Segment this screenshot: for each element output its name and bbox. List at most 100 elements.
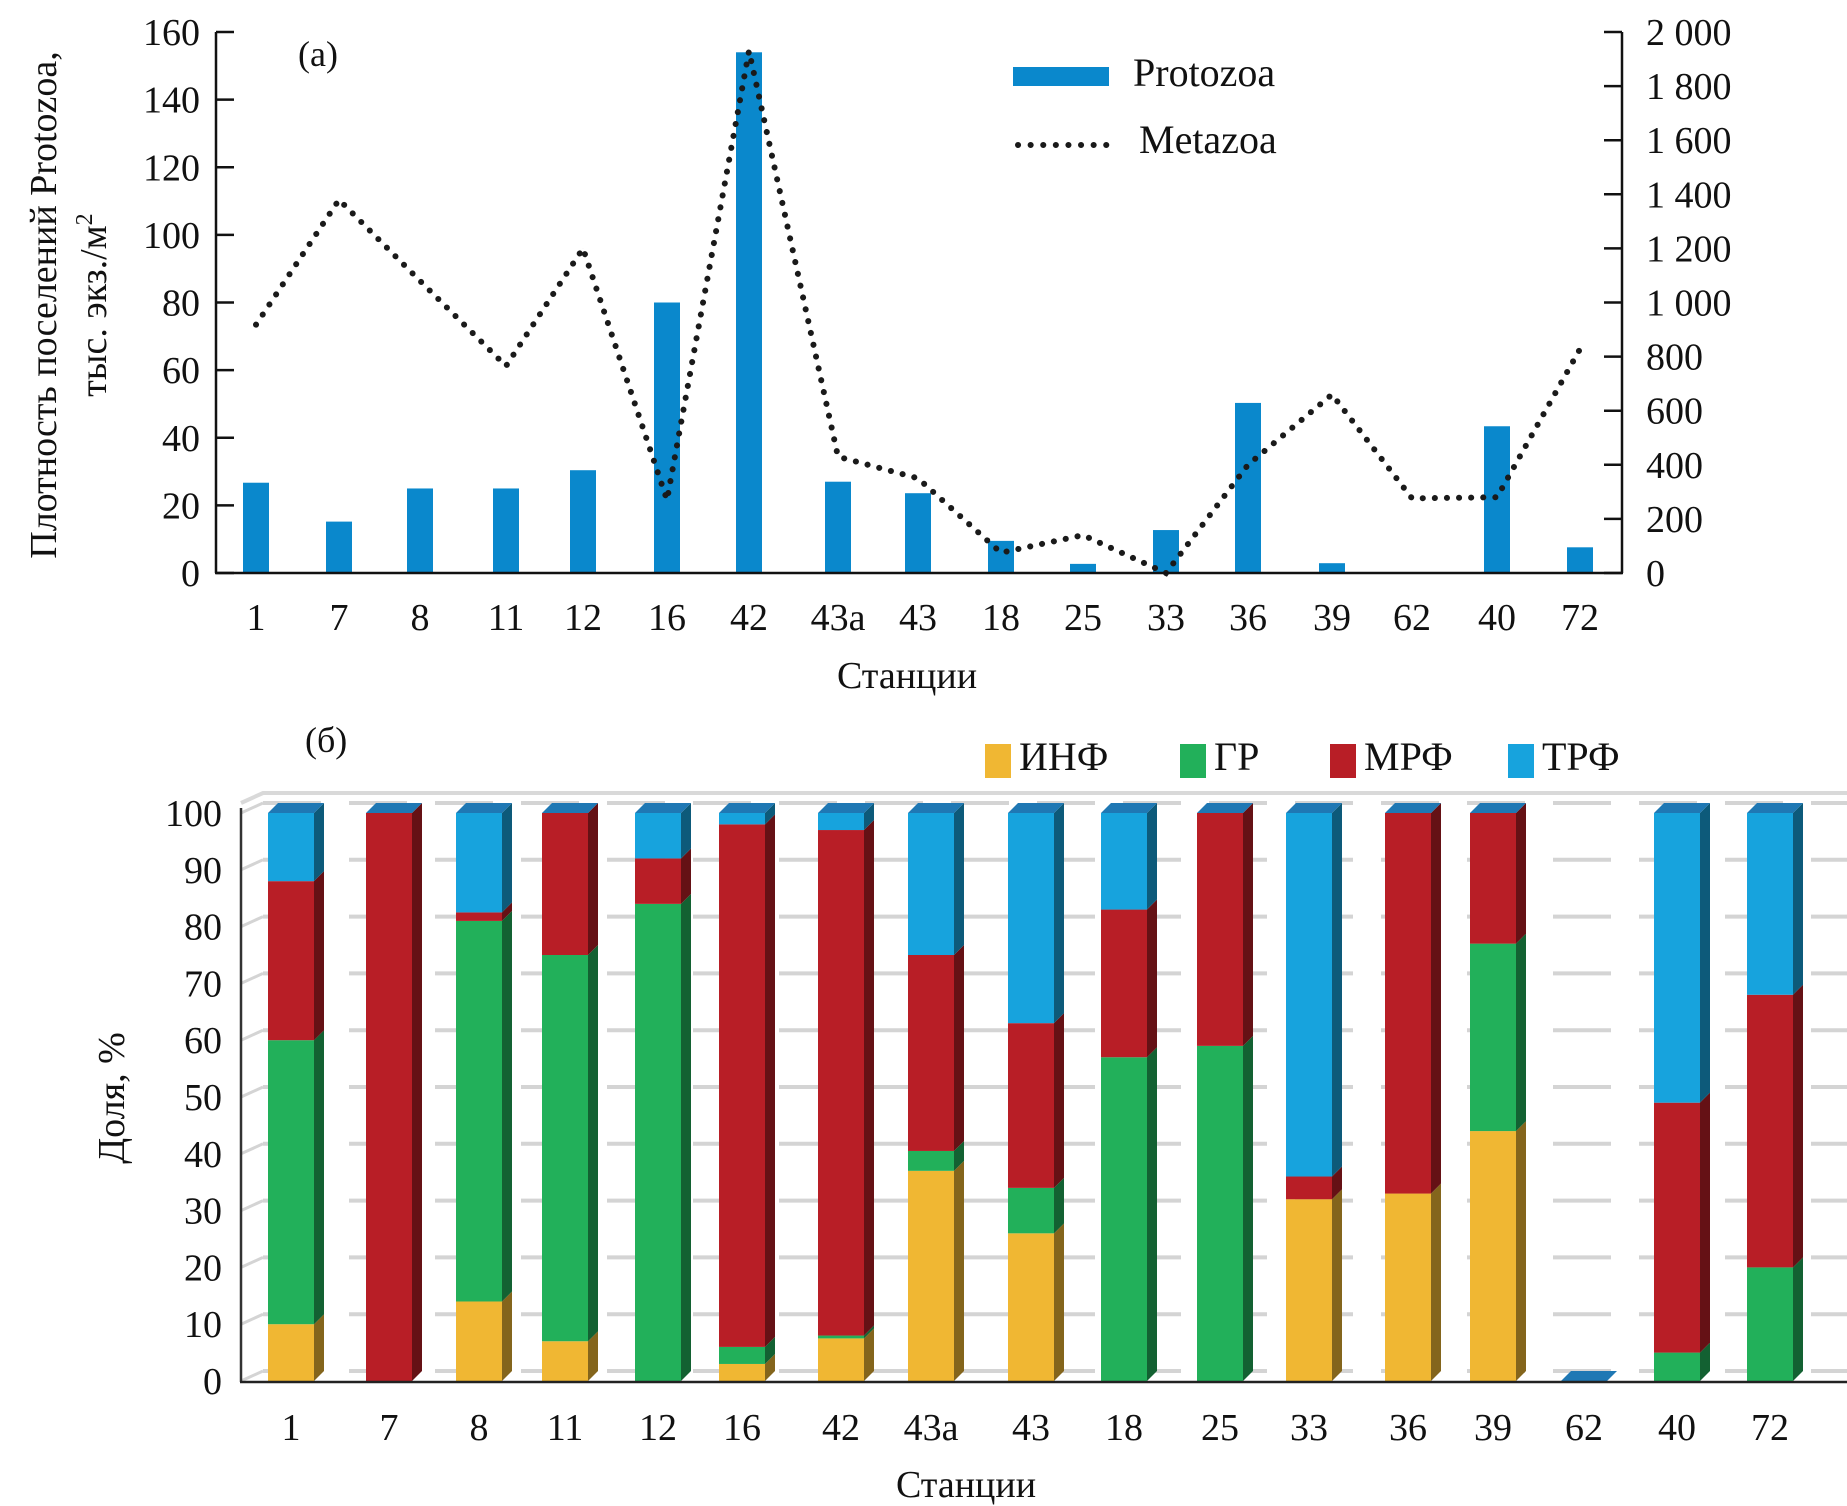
segment-инф <box>542 1341 588 1381</box>
metazoa-polyline <box>253 50 1583 577</box>
segment-мрф <box>1747 994 1793 1268</box>
segment-трф <box>908 813 954 955</box>
stacked-bar-station-25 <box>1197 803 1253 1381</box>
segment-side-трф <box>864 803 874 831</box>
segment-side-мрф <box>412 803 422 1381</box>
segment-мрф <box>1385 813 1431 1194</box>
segment-side-трф <box>681 803 691 859</box>
x-tick-label-b-station-16: 16 <box>723 1407 761 1449</box>
stacked-bar-station-18 <box>1101 803 1157 1381</box>
x-tick-label-b-station-8: 8 <box>470 1407 489 1449</box>
x-tick-label-station-40: 40 <box>1478 597 1516 639</box>
x-tick-label-b-station-43: 43 <box>1012 1407 1050 1449</box>
bar-top-cap <box>908 803 964 813</box>
segment-side-мрф <box>1054 1013 1064 1188</box>
segment-инф <box>818 1338 864 1381</box>
protozoa-bar-station-36 <box>1235 402 1261 573</box>
panel-b-share-chart: (б) 0 10 20 30 40 50 60 70 80 90 100 1 7 8 11 12 16 42 43… <box>91 720 1847 1506</box>
segment-side-трф <box>1332 803 1342 1177</box>
segment-side-инф <box>765 1353 775 1381</box>
x-tick-label-b-station-12: 12 <box>639 1407 677 1449</box>
segment-мрф <box>1470 813 1516 944</box>
y2-tick-label: 200 <box>1646 499 1703 541</box>
bar-top-cap <box>1197 803 1253 813</box>
segment-инф <box>1385 1193 1431 1381</box>
segment-мрф <box>1101 909 1147 1058</box>
stacked-bar-station-1 <box>268 803 324 1381</box>
segment-гр <box>719 1346 765 1364</box>
segment-side-трф <box>502 803 512 913</box>
x-tick-label-b-station-36: 36 <box>1389 1407 1427 1449</box>
x-tick-label-b-station-18: 18 <box>1105 1407 1143 1449</box>
y-tick-label-b: 40 <box>184 1134 222 1176</box>
segment-side-гр <box>502 910 512 1302</box>
gridline-diagonal <box>240 1312 264 1326</box>
stacked-bar-station-72 <box>1747 803 1803 1381</box>
x-axis-title-b: Станции <box>896 1464 1036 1506</box>
segment-мрф <box>635 858 681 904</box>
segment-side-мрф <box>1332 1166 1342 1200</box>
gridline-diagonal <box>240 915 264 928</box>
segment-мрф <box>542 813 588 955</box>
stacked-bar-station-7 <box>366 803 422 1381</box>
segment-side-гр <box>765 1336 775 1364</box>
y-axis-title-a: Плотность поселений Protozoa, тыс. экз./… <box>23 51 115 559</box>
x-tick-label-b-station-72: 72 <box>1751 1407 1789 1449</box>
x-tick-label-station-7: 7 <box>330 597 349 639</box>
segment-мрф <box>366 813 412 1381</box>
y-tick-label: 160 <box>143 12 200 54</box>
segment-side-мрф <box>502 902 512 921</box>
bar-top-cap <box>1470 803 1526 813</box>
segment-side-инф <box>1431 1183 1441 1381</box>
y-tick-label: 60 <box>162 350 200 392</box>
bar-top-cap <box>1654 803 1710 813</box>
bar-top-cap <box>456 803 512 813</box>
stacked-bar-station-11 <box>542 803 598 1381</box>
segment-side-гр <box>864 1325 874 1339</box>
bar-top-cap <box>719 803 775 813</box>
segment-side-трф <box>1147 803 1157 910</box>
legend-swatch-мрф <box>1330 744 1356 778</box>
x-tick-label-b-station-43а: 43а <box>904 1407 959 1449</box>
stacked-bar-station-33 <box>1286 803 1342 1381</box>
segment-гр <box>268 1040 314 1325</box>
y-axis-title-a-line2: тыс. экз./м2 <box>72 213 115 396</box>
y2-tick-label: 1 800 <box>1646 66 1732 108</box>
x-tick-labels-b: 1 7 8 11 12 16 42 43а 43 18 25 33 36 39 62 40 72 <box>282 1407 1790 1449</box>
segment-side-мрф <box>1147 899 1157 1058</box>
segment-side-мрф <box>314 871 324 1041</box>
x-tick-label-station-11: 11 <box>488 597 525 639</box>
segment-инф <box>1470 1131 1516 1381</box>
segment-мрф <box>818 830 864 1336</box>
segment-side-инф <box>1054 1223 1064 1381</box>
segment-side-гр <box>314 1030 324 1325</box>
segment-side-трф <box>1700 803 1710 1103</box>
segment-side-мрф <box>1793 984 1803 1268</box>
left-y-ticks: 0 20 40 60 80 100 120 140 160 <box>143 12 234 595</box>
segment-side-мрф <box>681 848 691 904</box>
right-y-ticks: 0 200 400 600 800 1 000 1 200 1 400 1 600 1 800 2 … <box>1604 12 1732 595</box>
segment-side-гр <box>1243 1035 1253 1381</box>
segment-трф <box>1654 813 1700 1103</box>
bar-top-cap <box>1385 803 1441 813</box>
protozoa-bars <box>243 52 1593 574</box>
gridline-diagonal <box>240 972 264 985</box>
segment-мрф <box>908 955 954 1151</box>
y-tick-label-b: 60 <box>184 1020 222 1062</box>
segment-side-трф <box>765 803 775 825</box>
y-axis-title-a-unit: тыс. экз./м <box>73 225 115 396</box>
gridline-diagonal <box>240 1142 264 1156</box>
x-tick-label-station-72: 72 <box>1561 597 1599 639</box>
x-tick-label-b-station-39: 39 <box>1474 1407 1512 1449</box>
stacked-bar-station-40 <box>1654 803 1710 1381</box>
y-tick-label-b: 80 <box>184 907 222 949</box>
protozoa-bar-station-12 <box>570 470 596 573</box>
segment-гр <box>818 1335 864 1339</box>
legend-label-трф: ТРФ <box>1542 734 1620 779</box>
legend-label-metazoa: Metazoa <box>1139 117 1277 162</box>
segment-side-мрф <box>1243 803 1253 1046</box>
segment-гр <box>1747 1267 1793 1381</box>
bar-top-cap <box>366 803 422 813</box>
segment-трф <box>1747 813 1793 995</box>
